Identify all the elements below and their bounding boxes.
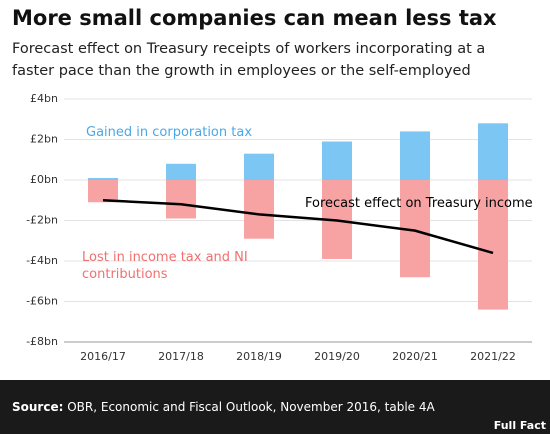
annotation: Forecast effect on Treasury income	[305, 196, 533, 211]
bar	[400, 131, 430, 180]
bar	[322, 141, 352, 180]
bar	[88, 177, 118, 180]
bar	[88, 180, 118, 203]
chart-title: More small companies can mean less tax	[12, 6, 497, 30]
annotation: Lost in income tax and NI contributions	[82, 250, 248, 282]
bar	[166, 180, 196, 219]
y-tick-label: -£6bn	[26, 295, 58, 308]
source-label: Source:	[12, 400, 64, 414]
logo: Full Fact	[493, 419, 546, 432]
bar	[478, 180, 508, 310]
y-tick-label: £2bn	[30, 133, 58, 146]
chart-subtitle: Forecast effect on Treasury receipts of …	[12, 41, 486, 79]
x-tick-label: 2017/18	[158, 350, 204, 363]
bar	[478, 123, 508, 180]
x-tick-label: 2016/17	[80, 350, 126, 363]
source: Source: OBR, Economic and Fiscal Outlook…	[12, 400, 435, 414]
bar	[244, 153, 274, 180]
x-tick-label: 2020/21	[392, 350, 438, 363]
bar	[166, 163, 196, 180]
line	[102, 199, 494, 255]
y-tick-label: £0bn	[30, 173, 58, 186]
y-tick-label: -£8bn	[26, 335, 58, 348]
chart: -£8bn -£6bn -£4bn -£2bn £0bn £2bn £4bn 2016/17 2…	[26, 92, 532, 363]
y-tick-label: -£2bn	[26, 214, 58, 227]
annotation: Gained in corporation tax	[86, 125, 253, 140]
x-tick-label: 2018/19	[236, 350, 282, 363]
footer: Source: OBR, Economic and Fiscal Outlook…	[0, 380, 550, 434]
y-tick-label: £4bn	[30, 92, 58, 105]
x-tick-label: 2021/22	[470, 350, 516, 363]
bar	[244, 180, 274, 239]
source-text: OBR, Economic and Fiscal Outlook, Novemb…	[67, 400, 435, 414]
x-tick-label: 2019/20	[314, 350, 360, 363]
y-tick-label: -£4bn	[26, 254, 58, 267]
